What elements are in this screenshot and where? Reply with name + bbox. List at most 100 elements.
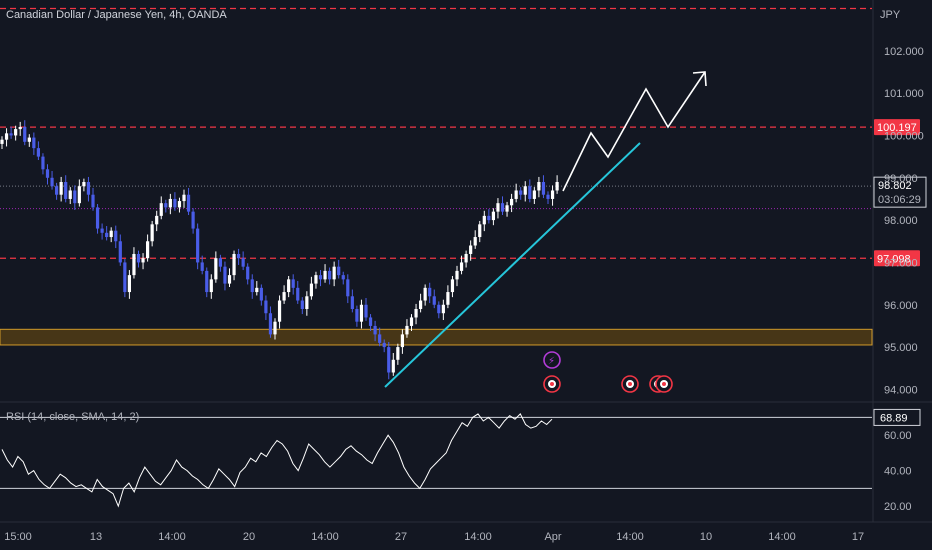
candle-body: [382, 342, 386, 348]
candle-body: [141, 258, 145, 263]
price-tick-label: 94.000: [884, 384, 918, 396]
candle-body: [264, 300, 268, 314]
projection-arrowhead: [692, 71, 707, 87]
candle-body: [419, 300, 423, 309]
candle-body: [500, 203, 505, 212]
candle-body: [291, 279, 295, 288]
candle-body: [205, 270, 209, 293]
candle-body: [9, 133, 13, 136]
candle-body: [227, 275, 232, 284]
candle-body: [318, 275, 323, 280]
candle-body: [209, 279, 213, 293]
candles-layer: [0, 120, 559, 380]
candle-body: [241, 258, 245, 267]
candle-body: [186, 194, 191, 212]
candle-body: [105, 232, 109, 238]
candle-body: [123, 262, 127, 293]
candle-body: [305, 296, 309, 309]
time-tick-label: 14:00: [158, 531, 186, 543]
projection-path: [562, 71, 706, 192]
candle-body: [332, 266, 336, 280]
candle-body: [491, 211, 495, 221]
current-price-label: 98.802: [878, 180, 912, 192]
candle-body: [273, 321, 277, 335]
candle-body: [146, 241, 150, 259]
price-tick-label: 102.000: [884, 46, 924, 58]
candle-body: [346, 279, 350, 297]
candle-body: [528, 186, 532, 199]
price-tick-label: 96.000: [884, 300, 918, 312]
candle-body: [159, 203, 163, 216]
candle-body: [259, 287, 263, 301]
candle-body: [23, 126, 27, 142]
candle-body: [414, 308, 418, 318]
candle-body: [232, 253, 236, 276]
candle-body: [4, 133, 9, 140]
candle-body: [109, 230, 113, 238]
price-tick-label: 101.000: [884, 88, 924, 100]
candle-body: [255, 287, 259, 293]
time-tick-label: 17: [852, 531, 864, 543]
candle-body: [200, 262, 204, 271]
countdown-label: 03:06:29: [878, 194, 921, 206]
level-tag-label: 100.197: [877, 122, 917, 134]
candle-body: [323, 270, 327, 280]
rsi-current-label: 68.89: [880, 412, 908, 424]
candle-body: [505, 205, 509, 212]
candle-body: [246, 266, 250, 280]
candle-body: [86, 182, 91, 195]
candle-body: [164, 203, 168, 208]
candle-body: [173, 198, 177, 208]
candle-body: [155, 215, 159, 225]
candle-body: [482, 215, 486, 225]
candle-body: [300, 300, 304, 309]
candle-body: [341, 275, 345, 280]
price-tick-label: 98.000: [884, 215, 918, 227]
chart-title: Canadian Dollar / Japanese Yen, 4h, OAND…: [6, 9, 227, 21]
candle-body: [487, 215, 491, 221]
candle-body: [464, 253, 468, 263]
time-tick-label: 15:00: [4, 531, 32, 543]
candle-body: [168, 198, 172, 208]
candle-body: [196, 228, 200, 263]
candle-body: [519, 190, 523, 195]
time-tick-label: 14:00: [311, 531, 339, 543]
candle-body: [450, 279, 455, 293]
rsi-tick-label: 40.00: [884, 466, 912, 478]
candle-body: [132, 253, 136, 276]
flag-center: [628, 382, 632, 386]
price-tick-label: 99.000: [884, 173, 918, 185]
candle-body: [441, 304, 445, 314]
current-price-tag: [873, 176, 927, 208]
candle-body: [282, 292, 286, 301]
candle-body: [555, 182, 559, 191]
candle-body: [59, 182, 63, 195]
candle-body: [550, 190, 555, 199]
candle-body: [546, 194, 550, 199]
drawings-layer: [384, 71, 707, 388]
time-tick-label: 14:00: [768, 531, 796, 543]
rsi-line: [1, 413, 553, 508]
candle-body: [532, 190, 536, 199]
candle-body: [218, 258, 222, 267]
candle-body: [455, 270, 459, 280]
candle-body: [32, 137, 36, 149]
flag-center: [662, 382, 666, 386]
time-tick-label: Apr: [544, 531, 561, 543]
price-tick-label: 97.000: [884, 257, 918, 269]
candle-body: [68, 190, 72, 199]
candle-body: [309, 283, 313, 297]
candle-body: [41, 156, 45, 170]
candle-body: [114, 230, 118, 242]
candle-body: [50, 177, 54, 187]
candle-body: [287, 279, 291, 293]
candle-body: [350, 296, 354, 309]
events-layer: ⚡: [543, 351, 673, 393]
price-tick-label: 100.000: [884, 130, 924, 142]
candle-body: [150, 224, 154, 242]
candle-body: [400, 334, 404, 348]
